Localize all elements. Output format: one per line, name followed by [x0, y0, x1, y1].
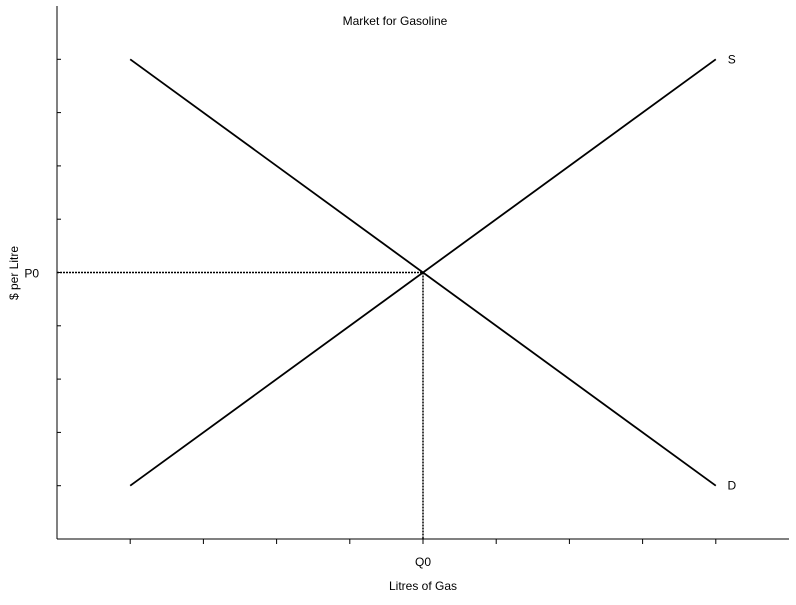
labels-layer: S D Q0 P0: [24, 52, 736, 569]
chart-title: Market for Gasoline: [343, 14, 448, 28]
y-axis-label: $ per Litre: [7, 246, 21, 300]
x-tick-label-1: Q0: [415, 555, 431, 569]
series-s-label: S: [728, 52, 736, 66]
y-tick-label-1: P0: [24, 267, 39, 281]
x-axis-label: Litres of Gas: [389, 579, 457, 593]
series-layer: [129, 58, 717, 487]
series-d-line: [129, 58, 717, 487]
guides-layer: [57, 271, 424, 539]
series-d-label: D: [727, 479, 736, 493]
